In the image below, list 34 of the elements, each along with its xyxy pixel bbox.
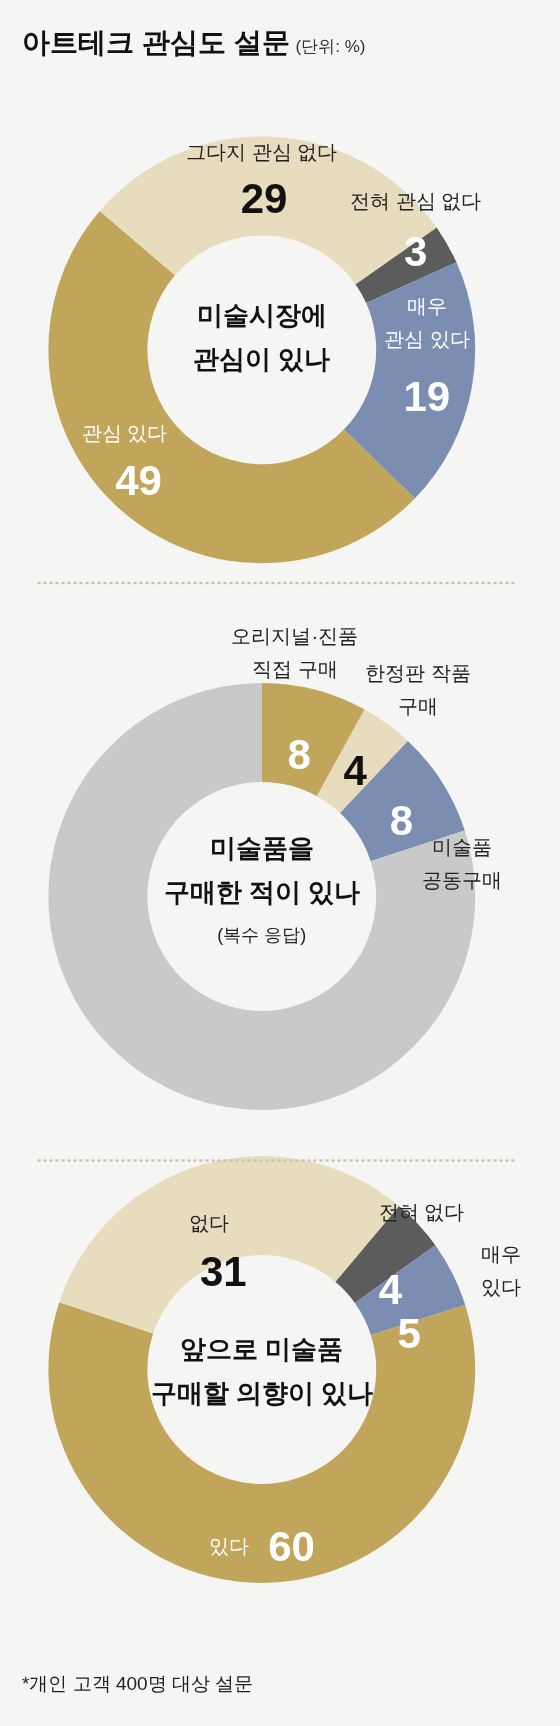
subtitle: (단위: %) (295, 37, 366, 56)
data-label: 8 (389, 796, 414, 844)
category-label: 직접 구매 (252, 657, 338, 680)
category-label: 있다 (480, 1276, 521, 1298)
subtitle: (복수 응답) (217, 925, 307, 945)
category-label: 있다 (208, 1534, 249, 1557)
data-label: 29 (240, 175, 288, 222)
center-title: 앞으로 미술품 (180, 1333, 344, 1364)
category-label: 관심 있다 (81, 422, 168, 445)
category-label: 매우 (406, 294, 447, 317)
category-label: 구매 (398, 695, 438, 718)
data-label: 19 (403, 373, 451, 420)
data-label: 49 (115, 456, 162, 504)
center-title: 구매할 의향이 있나 (150, 1377, 374, 1408)
center-title: 미술시장에 (196, 299, 327, 330)
category-label: 미술품 (432, 836, 492, 858)
center-title: 관심이 있나 (193, 343, 331, 374)
data-label: 4 (343, 747, 367, 794)
category-label: 그다지 관심 없다 (186, 140, 338, 163)
annotation: *개인 고객 400명 대상 설문 (22, 1673, 254, 1694)
category-label: 공동구매 (422, 869, 502, 891)
data-label: 3 (404, 227, 428, 275)
category-label: 없다 (189, 1212, 229, 1235)
data-label: 31 (199, 1247, 247, 1295)
category-label: 관심 있다 (384, 327, 470, 350)
center-title: 미술품을 (209, 833, 314, 863)
category-label: 오리지널·진품 (231, 624, 359, 647)
center-title: 구매한 적이 있나 (163, 877, 361, 907)
data-label: 8 (287, 730, 311, 778)
category-label: 매우 (480, 1243, 521, 1265)
data-label: 60 (268, 1522, 315, 1570)
category-label: 전혀 관심 없다 (350, 190, 482, 213)
category-label: 한정판 작품 (365, 662, 471, 685)
title: 아트테크 관심도 설문 (22, 27, 290, 58)
